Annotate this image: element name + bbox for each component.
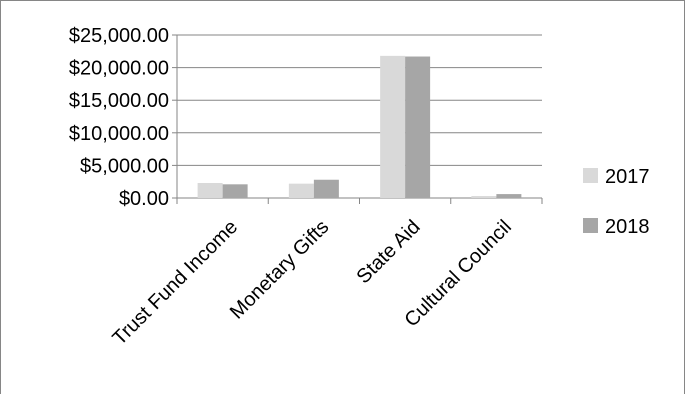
bar-2017-0: [197, 183, 223, 198]
bar-2017-1: [288, 183, 314, 198]
bar-2018-3: [496, 194, 522, 198]
bar-2018-2: [405, 56, 431, 199]
legend-swatch-2018: [583, 218, 598, 233]
y-tick-label: $5,000.00: [80, 155, 169, 177]
legend-swatch-2017: [583, 168, 598, 183]
x-tick-label: Monetary Gifts: [226, 216, 334, 324]
y-tick-label: $25,000.00: [69, 25, 169, 47]
y-tick-label: $0.00: [119, 188, 169, 210]
y-tick-label: $15,000.00: [69, 90, 169, 112]
legend-label-2017: 2017: [605, 166, 650, 188]
bar-2017-3: [471, 196, 497, 198]
x-tick-label: State Aid: [352, 216, 424, 288]
legend-label-2018: 2018: [605, 216, 650, 238]
x-tick-label: Trust Fund Income: [108, 216, 242, 350]
y-tick-label: $20,000.00: [69, 58, 169, 80]
bar-2018-1: [313, 179, 339, 198]
bar-2017-2: [380, 55, 406, 198]
y-tick-label: $10,000.00: [69, 123, 169, 145]
bar-2018-0: [222, 184, 248, 198]
